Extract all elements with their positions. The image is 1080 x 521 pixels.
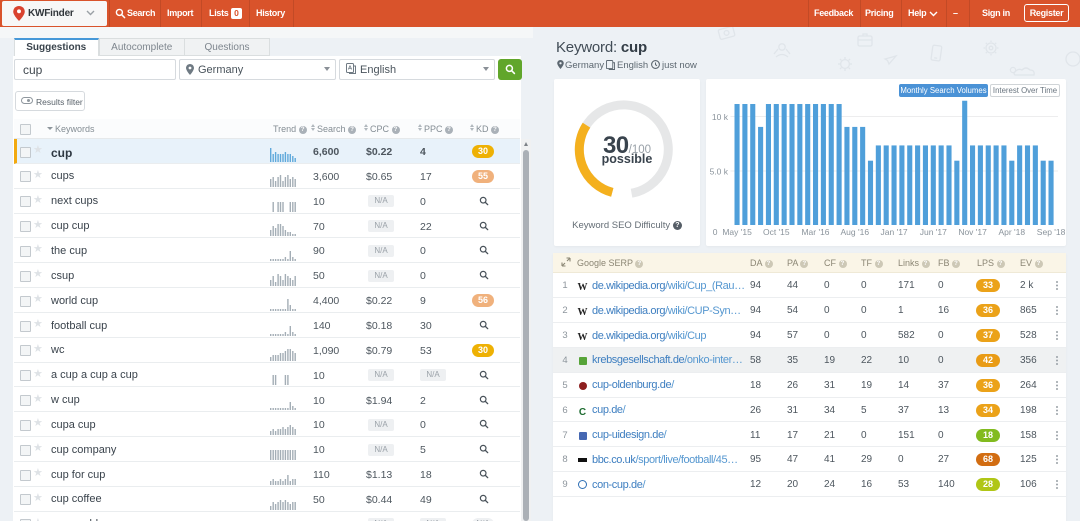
- svg-text:Nov '17: Nov '17: [958, 227, 987, 237]
- svg-text:Jun '17: Jun '17: [920, 227, 947, 237]
- svg-text:Apr '18: Apr '18: [998, 227, 1025, 237]
- svg-text:10 k: 10 k: [712, 112, 729, 122]
- svg-text:Mar '16: Mar '16: [801, 227, 829, 237]
- svg-text:May '15: May '15: [722, 227, 752, 237]
- svg-text:5.0 k: 5.0 k: [710, 167, 729, 177]
- svg-text:Aug '16: Aug '16: [841, 227, 870, 237]
- svg-text:Jan '17: Jan '17: [881, 227, 908, 237]
- svg-text:Sep '18: Sep '18: [1037, 227, 1066, 237]
- svg-text:Oct '15: Oct '15: [763, 227, 790, 237]
- svg-text:0: 0: [713, 227, 718, 237]
